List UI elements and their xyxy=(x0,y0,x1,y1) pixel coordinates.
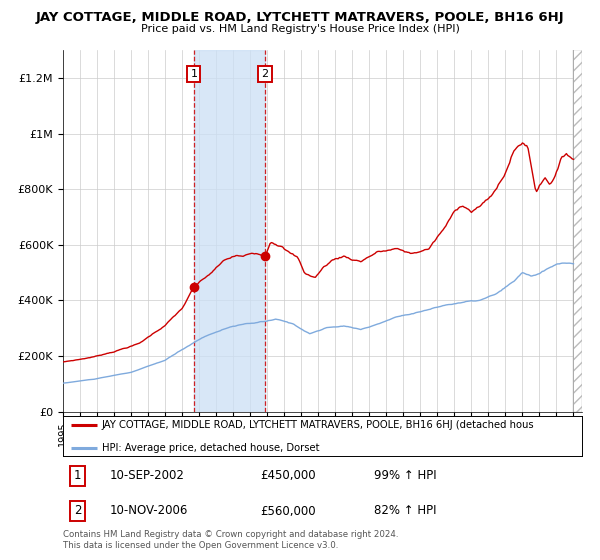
Text: Price paid vs. HM Land Registry's House Price Index (HPI): Price paid vs. HM Land Registry's House … xyxy=(140,24,460,34)
Text: 2: 2 xyxy=(74,505,81,517)
Text: JAY COTTAGE, MIDDLE ROAD, LYTCHETT MATRAVERS, POOLE, BH16 6HJ: JAY COTTAGE, MIDDLE ROAD, LYTCHETT MATRA… xyxy=(35,11,565,24)
Bar xyxy=(194,50,265,412)
Text: This data is licensed under the Open Government Licence v3.0.: This data is licensed under the Open Gov… xyxy=(63,541,338,550)
Text: 82% ↑ HPI: 82% ↑ HPI xyxy=(374,505,437,517)
Text: 1: 1 xyxy=(74,469,81,482)
Text: 99% ↑ HPI: 99% ↑ HPI xyxy=(374,469,437,482)
Text: £560,000: £560,000 xyxy=(260,505,316,517)
Text: JAY COTTAGE, MIDDLE ROAD, LYTCHETT MATRAVERS, POOLE, BH16 6HJ (detached hous: JAY COTTAGE, MIDDLE ROAD, LYTCHETT MATRA… xyxy=(102,420,535,430)
Text: Contains HM Land Registry data © Crown copyright and database right 2024.: Contains HM Land Registry data © Crown c… xyxy=(63,530,398,539)
Text: 1: 1 xyxy=(190,69,197,79)
Text: 2: 2 xyxy=(262,69,269,79)
Text: HPI: Average price, detached house, Dorset: HPI: Average price, detached house, Dors… xyxy=(102,442,319,452)
Text: 10-NOV-2006: 10-NOV-2006 xyxy=(110,505,188,517)
Text: 10-SEP-2002: 10-SEP-2002 xyxy=(110,469,185,482)
Bar xyxy=(574,50,582,412)
Text: £450,000: £450,000 xyxy=(260,469,316,482)
Bar xyxy=(574,50,582,412)
